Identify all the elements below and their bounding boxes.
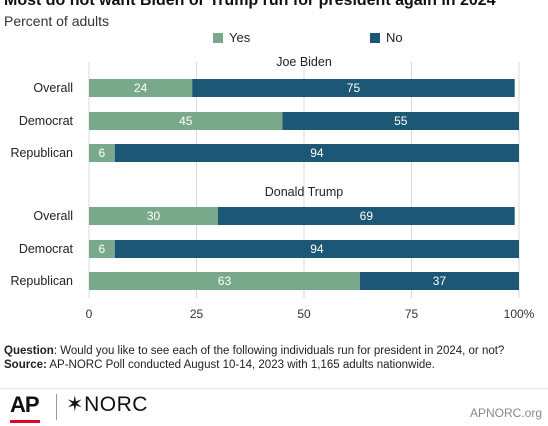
footer-divider [0,388,548,389]
legend-item-yes: Yes [213,30,250,45]
bar-no [359,272,519,290]
bar-label-no: 94 [310,242,324,256]
stacked-bar-chart: 0 25 50 75 100% Joe Biden Overall 24 75 Democrat 4… [10,55,535,321]
ap-logo: AP [10,392,40,417]
panel-title: Donald Trump [265,185,344,199]
bar-label-yes: 6 [99,242,106,256]
category-label: Overall [33,81,73,95]
bar-label-yes: 63 [218,274,232,288]
bar-label-yes: 30 [147,209,161,223]
bar-label-no: 75 [347,81,361,95]
x-tick-label: 0 [86,307,93,321]
category-label: Democrat [19,242,74,256]
legend-swatch-no [370,32,380,43]
bar-yes [89,240,115,258]
bar-yes [89,112,283,130]
panel-title: Joe Biden [276,55,332,69]
source-text: AP-NORC Poll conducted August 10-14, 202… [46,359,435,371]
bar-label-no: 94 [310,146,324,160]
bar-no [282,112,519,130]
bar-no [218,207,515,225]
legend-label-yes: Yes [229,30,251,45]
bar-label-yes: 24 [134,81,148,95]
bar-no [114,144,520,162]
bar-label-no: 55 [394,114,408,128]
norc-logo: ✶NORC [66,393,148,416]
source-note: Source: AP-NORC Poll conducted August 10… [4,358,548,372]
logo-separator [56,394,57,420]
x-tick-label: 50 [297,307,311,321]
question-text: : Would you like to see each of the foll… [53,345,505,357]
x-tick-label: 100% [504,307,535,321]
question-note: Question: Would you like to see each of … [4,344,548,358]
source-label: Source: [4,359,47,371]
bar-label-yes: 6 [99,146,106,160]
footnote: Question: Would you like to see each of … [4,344,548,372]
bar-no [192,79,515,97]
chart-title: Most do not want Biden or Trump run for … [4,0,496,9]
legend-label-no: No [386,30,403,45]
ap-logo-underline [10,420,40,423]
bar-yes [89,207,218,225]
bar-yes [89,272,360,290]
category-label: Democrat [19,114,74,128]
legend: Yes No [0,30,548,46]
bar-label-no: 69 [360,209,374,223]
bar-no [114,240,520,258]
question-label: Question [4,345,54,357]
chart-subtitle: Percent of adults [4,13,110,29]
bar-label-yes: 45 [179,114,193,128]
category-label: Overall [33,209,73,223]
site-link[interactable]: APNORC.org [469,406,542,420]
bar-yes [89,144,115,162]
legend-swatch-yes [213,32,223,43]
legend-item-no: No [370,30,403,45]
x-tick-label: 75 [405,307,419,321]
category-label: Republican [10,146,73,160]
x-tick-label: 25 [190,307,204,321]
bar-label-no: 37 [433,274,447,288]
bar-yes [89,79,193,97]
category-label: Republican [10,274,73,288]
